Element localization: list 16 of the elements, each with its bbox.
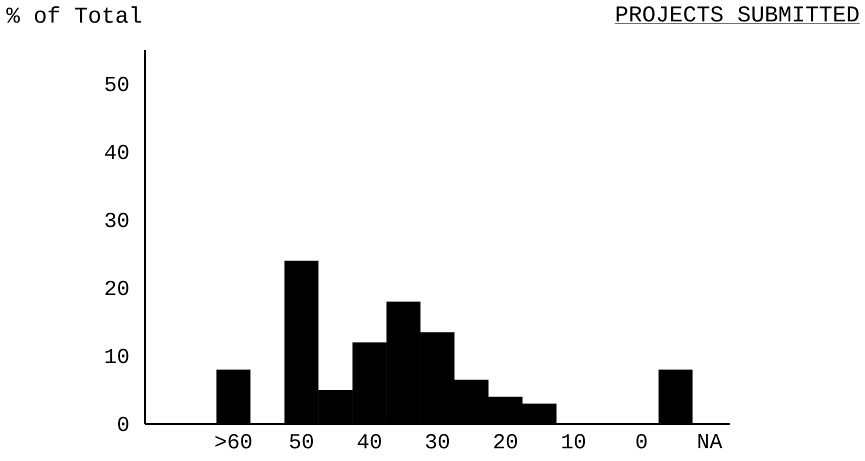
y-axis-title: % of Total — [6, 6, 142, 23]
x-tick-label: NA — [698, 434, 722, 448]
y-tick-label: 30 — [105, 212, 128, 228]
chart-title: PROJECTS SUBMITTED — [616, 6, 859, 22]
x-tick-label: >60 — [215, 434, 252, 449]
y-tick-label: 40 — [105, 144, 128, 160]
x-tick-label: 40 — [358, 434, 381, 449]
x-tick-label: 30 — [426, 434, 449, 449]
y-tick-label: 50 — [105, 76, 128, 92]
y-tick-label: 20 — [106, 280, 128, 296]
x-tick-label: 50 — [290, 434, 313, 449]
x-tick-label: 0 — [636, 434, 647, 449]
x-tick-label: 20 — [494, 434, 517, 449]
y-tick-label: 10 — [106, 348, 128, 364]
x-tick-label: 10 — [562, 434, 586, 449]
y-tick-label: 0 — [118, 416, 128, 432]
